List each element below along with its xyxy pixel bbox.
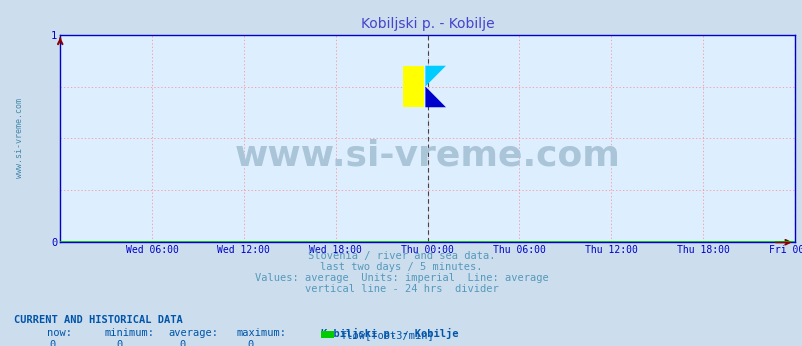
Text: 0: 0 <box>116 340 123 346</box>
Text: Values: average  Units: imperial  Line: average: Values: average Units: imperial Line: av… <box>254 273 548 283</box>
Text: vertical line - 24 hrs  divider: vertical line - 24 hrs divider <box>304 284 498 294</box>
Text: average:: average: <box>168 328 218 338</box>
Text: now:: now: <box>47 328 71 338</box>
Polygon shape <box>425 66 445 86</box>
Text: www.si-vreme.com: www.si-vreme.com <box>234 138 620 172</box>
Text: Slovenia / river and sea data.: Slovenia / river and sea data. <box>307 251 495 261</box>
Polygon shape <box>425 86 445 107</box>
Text: minimum:: minimum: <box>104 328 154 338</box>
Bar <box>403 66 423 107</box>
Text: Kobiljski p. - Kobilje: Kobiljski p. - Kobilje <box>321 328 458 339</box>
Text: CURRENT AND HISTORICAL DATA: CURRENT AND HISTORICAL DATA <box>14 315 183 325</box>
Text: 0: 0 <box>179 340 185 346</box>
Text: 0: 0 <box>50 340 56 346</box>
Text: www.si-vreme.com: www.si-vreme.com <box>15 98 24 179</box>
Text: 0: 0 <box>247 340 253 346</box>
Text: flow[foot3/min]: flow[foot3/min] <box>340 330 434 340</box>
Text: maximum:: maximum: <box>237 328 286 338</box>
Title: Kobiljski p. - Kobilje: Kobiljski p. - Kobilje <box>360 17 494 31</box>
Text: last two days / 5 minutes.: last two days / 5 minutes. <box>320 262 482 272</box>
Bar <box>425 66 445 107</box>
